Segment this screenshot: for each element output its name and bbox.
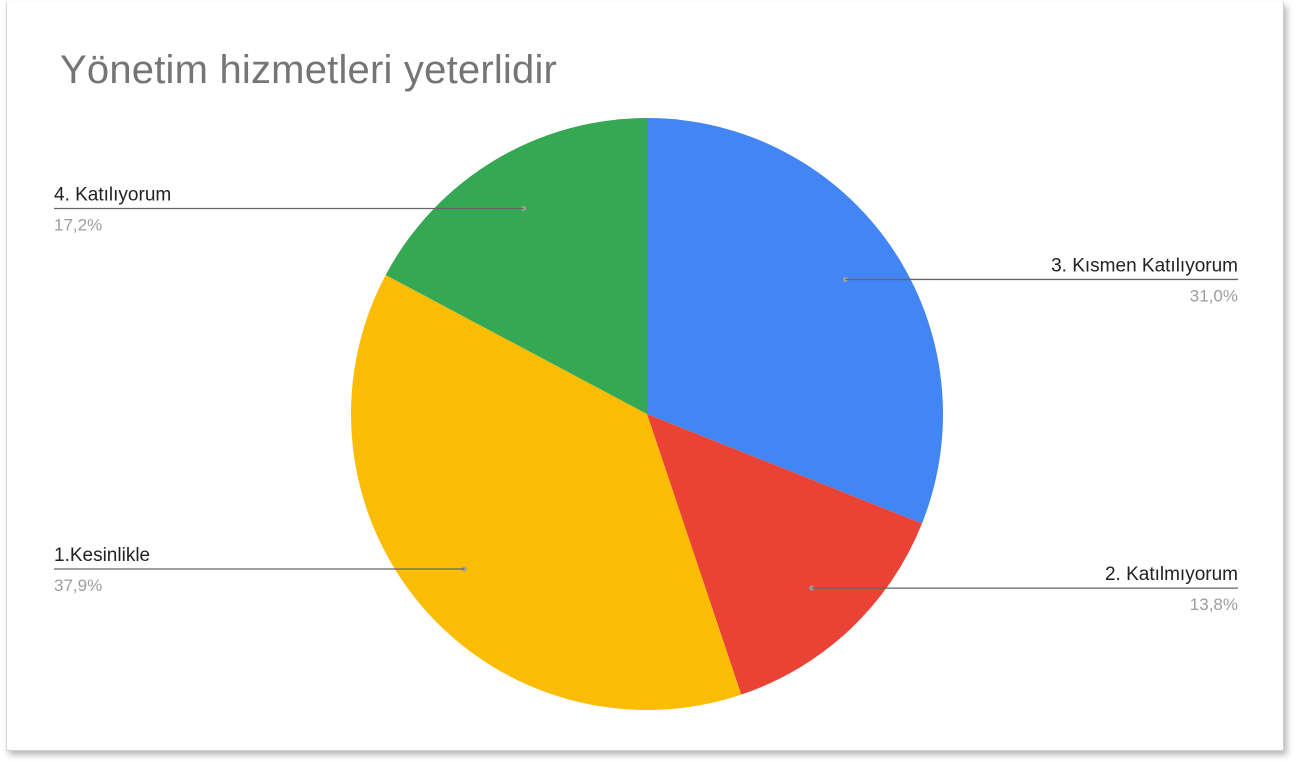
slice-label-3-kismen-katiliyorum: 3. Kısmen Katılıyorum <box>1051 255 1238 276</box>
pie-slice-1-kesinlikle <box>350 274 742 710</box>
slice-percent-1-kesinlikle: 37,9% <box>54 576 102 595</box>
pie-slice-3-kismen-katiliyorum <box>647 118 944 524</box>
slice-percent-3-kismen-katiliyorum: 31,0% <box>1190 286 1238 305</box>
pie-slice-2-katilmiyorum <box>647 414 923 695</box>
slice-label-4-katiliyorum: 4. Katılıyorum <box>54 184 171 205</box>
slice-percent-2-katilmiyorum: 13,8% <box>1190 595 1238 614</box>
chart-title: Yönetim hizmetleri yeterlidir <box>60 48 558 92</box>
slice-label-2-katilmiyorum: 2. Katılmıyorum <box>1105 564 1238 585</box>
slice-percent-4-katiliyorum: 17,2% <box>54 215 102 234</box>
slice-label-1-kesinlikle: 1.Kesinlikle <box>54 545 150 566</box>
pie-slice-4-katiliyorum <box>385 117 647 415</box>
